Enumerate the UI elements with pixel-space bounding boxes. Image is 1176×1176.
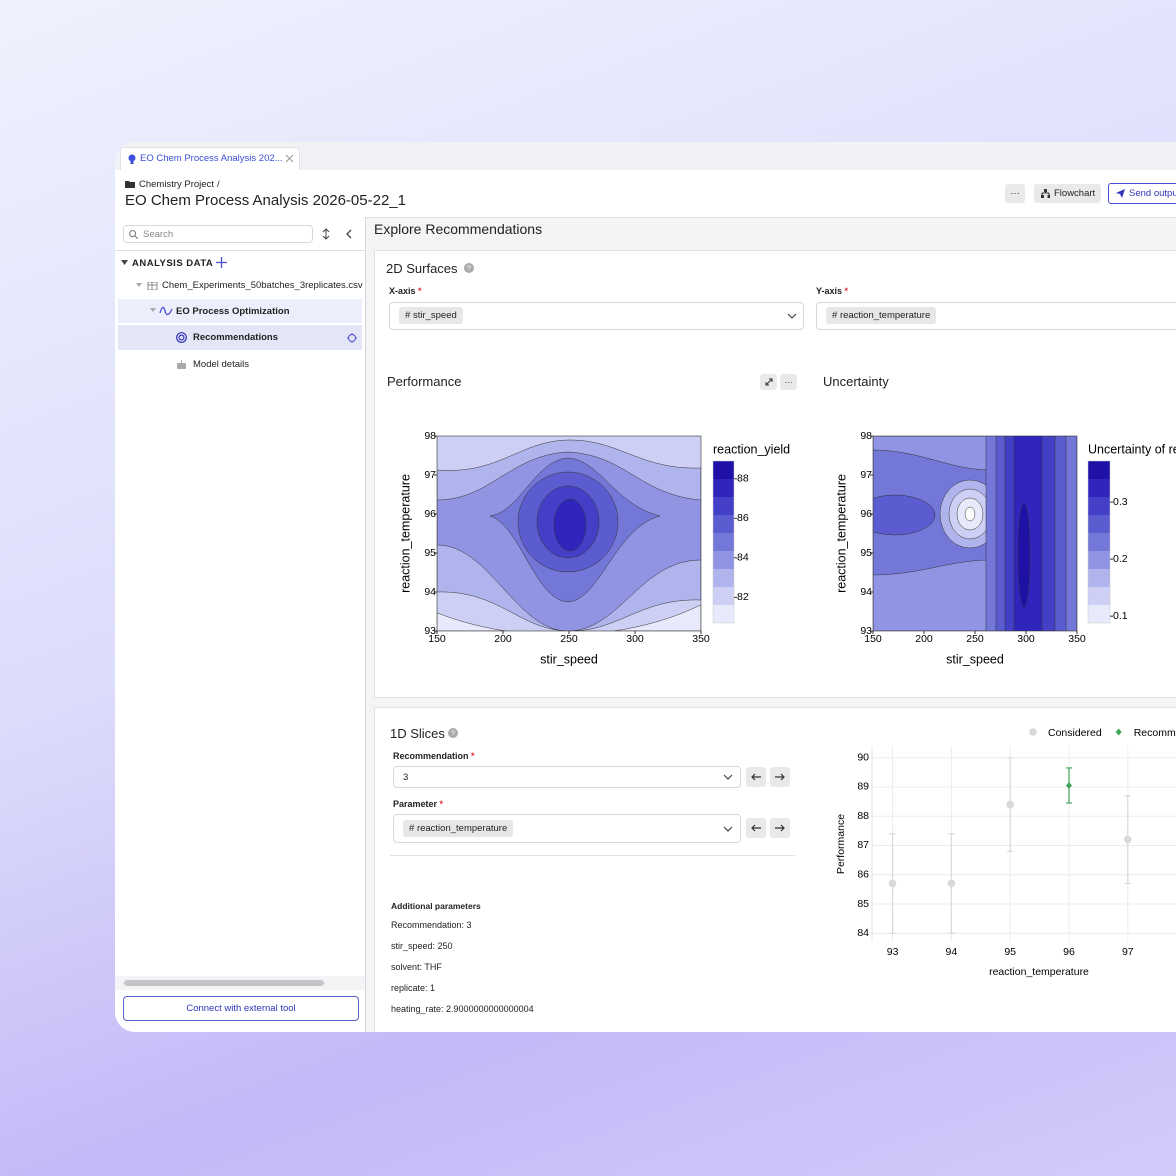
chevron [723,774,733,780]
expand-icon [765,378,772,386]
chip-text: reaction_temperature [839,310,931,321]
bulb-icon [128,154,136,164]
flowchart-label: Flowchart [1054,188,1096,199]
send-output-button[interactable]: Send outpu [1108,183,1176,204]
field-label: Y-axis * [816,286,848,296]
additional-line: heating_rate: 2.9000000000000004 [391,1004,534,1014]
main-title: Explore Recommendations [374,221,543,237]
sidebar [115,217,366,1032]
y-axis-select[interactable]: # reaction_temperature [816,302,1176,330]
tree-item[interactable]: Model details [193,359,249,370]
expand-button[interactable] [760,374,777,390]
sidebar-controls[interactable] [320,228,356,240]
card-title: 1D Slices [390,726,445,741]
recommendation-label: Recommendation [393,751,469,761]
prev-button[interactable] [746,767,766,787]
additional-line: solvent: THF [391,962,442,972]
help-icon[interactable]: ? [464,263,474,273]
breadcrumb[interactable]: Chemistry Project [139,179,214,190]
connect-button[interactable]: Connect with external tool [123,996,359,1021]
arrow-left [751,773,761,781]
model-icon [150,306,173,316]
select-value: 3 [403,772,409,783]
page-title: EO Chem Process Analysis 2026-05-22_1 [125,192,406,209]
send-icon [1116,189,1125,198]
chart-more-button[interactable]: ··· [780,374,797,390]
csv-icon [136,282,158,290]
tab-title: EO Chem Process Analysis 202... [140,153,283,164]
chart-title: Uncertainty [823,374,889,389]
chart-title: Performance [387,374,462,389]
svg-text:?: ? [467,265,471,272]
send-output-label: Send outpu [1129,188,1176,199]
additional-line: replicate: 1 [391,983,436,993]
next-button[interactable] [770,818,790,838]
required-mark: * [471,751,475,761]
recommendation-select[interactable]: 3 [393,766,741,788]
field-label: Parameter * [393,799,443,809]
chip-text: reaction_temperature [416,823,508,834]
section-title: ANALYSIS DATA [132,258,214,269]
divider [390,855,795,856]
scrollbar-thumb[interactable] [124,980,324,986]
additional-title: Additional parameters [391,901,481,911]
chip-text: stir_speed [412,310,457,321]
required-mark: * [418,286,422,296]
sidebar-divider [115,250,365,251]
tree-row-active[interactable] [118,325,362,350]
y-axis-label: Y-axis [816,286,843,296]
parameter-label: Parameter [393,799,438,809]
x-axis-label: X-axis [389,286,416,296]
search-box[interactable]: Search [123,225,313,243]
arrow-left [751,824,761,832]
arrow-right [775,824,785,832]
additional-line: Recommendation: 3 [391,920,472,930]
breadcrumb-separator: / [217,179,220,190]
add-icon[interactable] [216,257,227,268]
prev-button[interactable] [746,818,766,838]
folder-icon [125,181,135,188]
tree-item[interactable]: Chem_Experiments_50batches_3replicates.c… [162,280,363,291]
chevron [723,826,733,832]
required-mark: * [844,286,849,296]
header [115,170,1176,218]
caret[interactable] [121,260,128,266]
chip: # stir_speed [399,307,463,324]
x-axis-select[interactable]: # stir_speed [389,302,804,330]
robot-icon [177,360,186,369]
required-mark: * [439,799,444,809]
field-label: Recommendation * [393,751,475,761]
search-icon [129,230,138,239]
additional-line: stir_speed: 250 [391,941,453,951]
next-button[interactable] [770,767,790,787]
card-title: 2D Surfaces [386,261,458,276]
help-icon[interactable]: ? [448,728,458,738]
locate-icon[interactable] [347,333,357,343]
stage: EO Chem Process Analysis 202... Chemistr… [115,142,1176,1032]
arrow-right [775,773,785,781]
tab[interactable]: EO Chem Process Analysis 202... [120,147,300,170]
tab-close[interactable] [285,154,294,163]
flowchart-icon [1041,189,1050,198]
tree-item[interactable]: Recommendations [193,332,278,343]
parameter-select[interactable]: # reaction_temperature [393,814,741,843]
target-icon [176,332,187,343]
tree-item[interactable]: EO Process Optimization [176,306,290,317]
chip: # reaction_temperature [403,820,514,837]
chip: # reaction_temperature [826,307,937,324]
svg-text:?: ? [451,730,455,737]
tree-row-selected[interactable] [118,299,362,323]
app-window: EO Chem Process Analysis 202... Chemistr… [115,142,1176,1032]
more-button[interactable]: ··· [1005,184,1025,203]
search-placeholder: Search [143,229,174,240]
field-label: X-axis * [389,286,422,296]
chevron [787,313,797,319]
flowchart-button[interactable]: Flowchart [1034,184,1101,203]
slices-card [374,707,1176,1032]
